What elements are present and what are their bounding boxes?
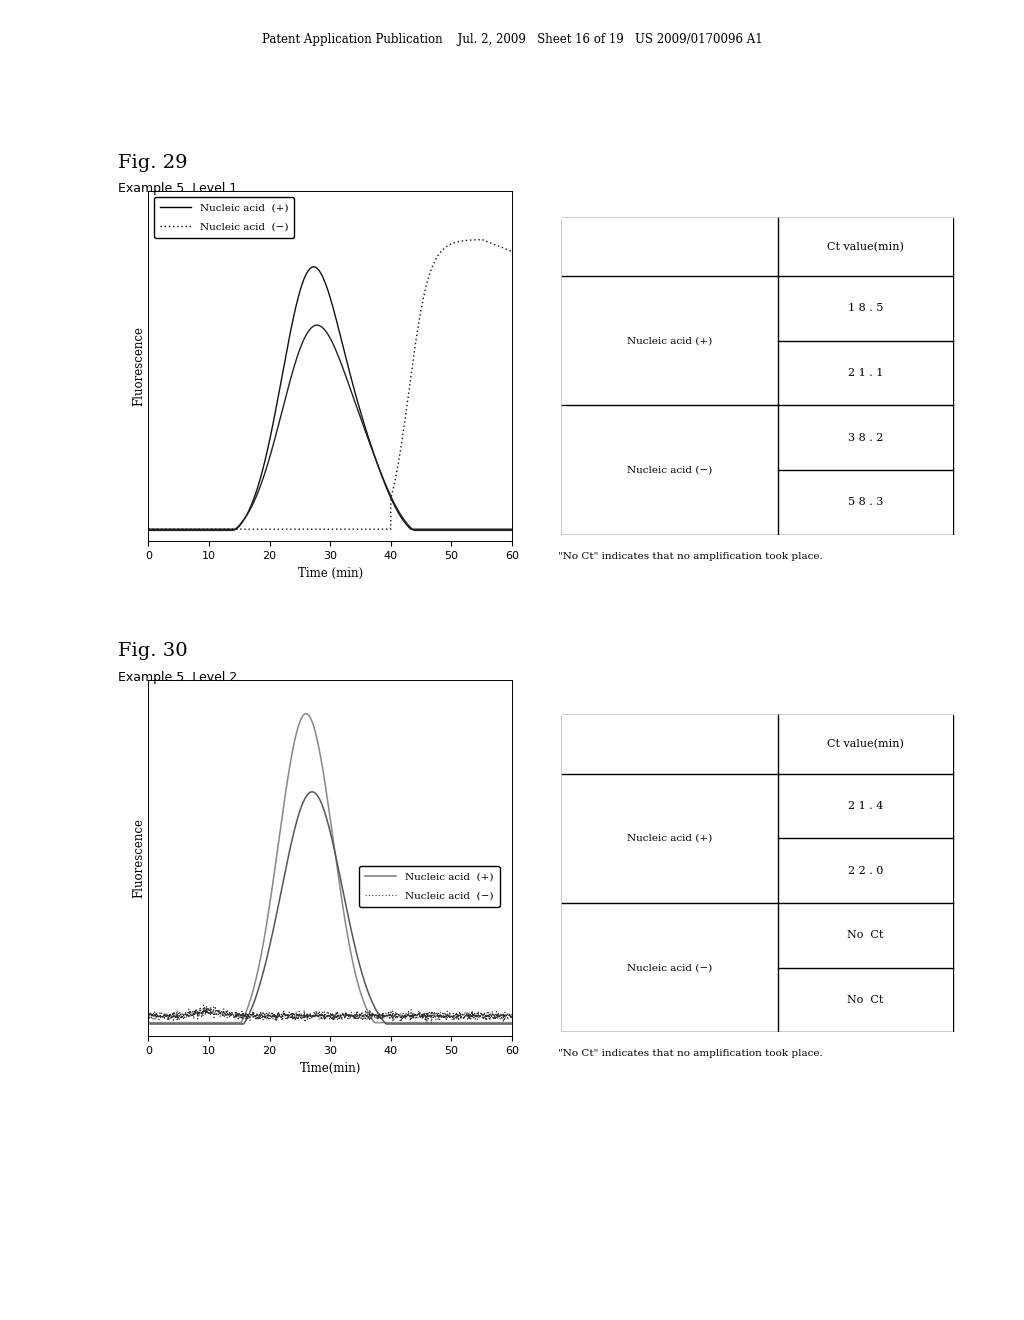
Bar (778, 405, 953, 470)
Legend: Nucleic acid  (+), Nucleic acid  (−): Nucleic acid (+), Nucleic acid (−) (359, 866, 500, 907)
Bar (562, 715, 953, 774)
Text: Nucleic acid (−): Nucleic acid (−) (628, 964, 713, 972)
Text: Example 5  Level 1: Example 5 Level 1 (118, 182, 237, 195)
Text: "No Ct" indicates that no amplification took place.: "No Ct" indicates that no amplification … (558, 1049, 823, 1059)
Text: Example 5  Level 2: Example 5 Level 2 (118, 671, 237, 684)
Text: 2 1 . 1: 2 1 . 1 (848, 368, 884, 378)
Text: Nucleic acid (+): Nucleic acid (+) (628, 337, 713, 345)
Text: No  Ct: No Ct (848, 931, 884, 940)
X-axis label: Time (min): Time (min) (298, 566, 362, 579)
Text: Fig. 30: Fig. 30 (118, 642, 187, 660)
Text: Nucleic acid (+): Nucleic acid (+) (628, 834, 713, 842)
Text: 2 2 . 0: 2 2 . 0 (848, 866, 884, 875)
Bar (562, 405, 778, 535)
Bar (562, 903, 778, 1032)
Y-axis label: Fluorescence: Fluorescence (133, 326, 145, 407)
Bar (778, 341, 953, 405)
Text: Ct value(min): Ct value(min) (827, 242, 904, 252)
Y-axis label: Fluorescence: Fluorescence (133, 818, 145, 898)
Text: Ct value(min): Ct value(min) (827, 739, 904, 750)
Bar (562, 774, 778, 903)
Text: 3 8 . 2: 3 8 . 2 (848, 433, 884, 442)
Text: 5 8 . 3: 5 8 . 3 (848, 498, 884, 507)
Bar (778, 838, 953, 903)
Bar (778, 774, 953, 838)
X-axis label: Time(min): Time(min) (300, 1061, 360, 1074)
Text: Patent Application Publication    Jul. 2, 2009   Sheet 16 of 19   US 2009/017009: Patent Application Publication Jul. 2, 2… (262, 33, 762, 46)
Text: 1 8 . 5: 1 8 . 5 (848, 304, 884, 313)
Bar (778, 968, 953, 1032)
Text: Nucleic acid (−): Nucleic acid (−) (628, 466, 713, 474)
Text: No  Ct: No Ct (848, 995, 884, 1005)
Bar (778, 276, 953, 341)
Text: 2 1 . 4: 2 1 . 4 (848, 801, 884, 810)
Bar (562, 218, 953, 276)
Text: Fig. 29: Fig. 29 (118, 153, 187, 172)
Bar (778, 470, 953, 535)
Legend: Nucleic acid  (+), Nucleic acid  (−): Nucleic acid (+), Nucleic acid (−) (154, 197, 294, 238)
Text: "No Ct" indicates that no amplification took place.: "No Ct" indicates that no amplification … (558, 552, 823, 561)
Bar (562, 276, 778, 405)
Bar (778, 903, 953, 968)
